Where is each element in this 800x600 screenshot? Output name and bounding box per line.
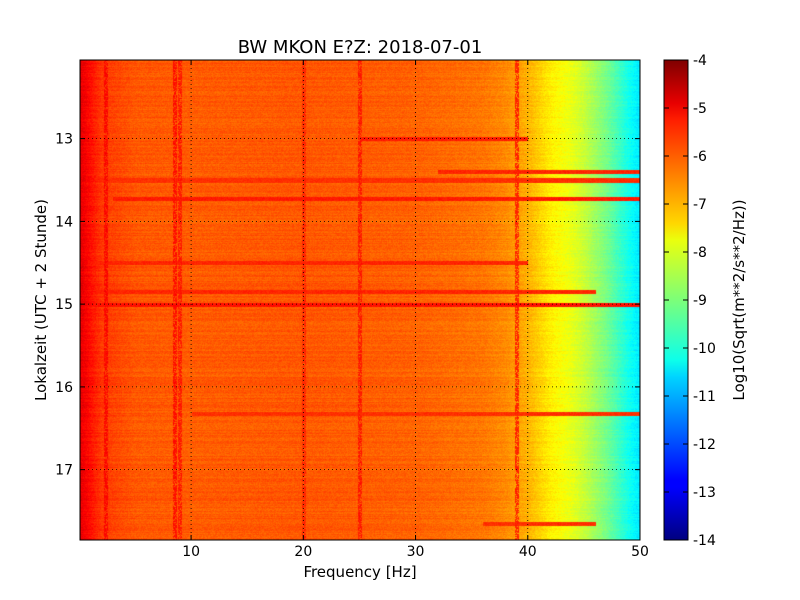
x-tick-label: 20 [294, 544, 312, 560]
colorbar-label: Log10(Sqrt(m**2/s**2/Hz)) [730, 199, 748, 400]
colorbar-tick-label: -6 [693, 149, 707, 165]
y-axis-label: Lokalzeit (UTC + 2 Stunde) [32, 199, 50, 401]
colorbar-tick-label: -12 [693, 437, 716, 453]
colorbar-ticks: -4 -5 -6 -7 -8 -9 -10 -11 -12 -13 -14 [664, 53, 716, 549]
colorbar-tick-label: -14 [693, 533, 716, 549]
y-tick-label: 13 [55, 132, 73, 148]
colorbar-tick-label: -5 [693, 101, 707, 117]
y-tick-label: 16 [55, 380, 73, 396]
y-tick-label: 14 [55, 214, 73, 230]
x-tick-label: 40 [519, 544, 537, 560]
y-tick-label: 17 [55, 463, 73, 479]
grid-lines [80, 60, 640, 540]
x-axis-ticks: 10 20 30 40 50 [182, 60, 649, 560]
y-tick-label: 15 [55, 297, 73, 313]
y-axis-ticks: 13 14 15 16 17 [55, 132, 640, 479]
chart-title: BW MKON E?Z: 2018-07-01 [238, 37, 483, 58]
x-tick-label: 30 [407, 544, 425, 560]
colorbar-tick-label: -11 [693, 389, 716, 405]
x-tick-label: 10 [182, 544, 200, 560]
x-tick-label: 50 [631, 544, 649, 560]
colorbar-tick-label: -4 [693, 53, 707, 69]
spectrogram-heatmap [80, 60, 640, 540]
colorbar-tick-label: -8 [693, 245, 707, 261]
colorbar-tick-label: -10 [693, 341, 716, 357]
colorbar: -4 -5 -6 -7 -8 -9 -10 -11 -12 -13 -14 Log10(Sqrt(m… [663, 53, 748, 549]
heatmap-plot-area [80, 60, 640, 540]
colorbar-tick-label: -9 [693, 293, 707, 309]
colorbar-tick-label: -13 [693, 485, 716, 501]
x-axis-label: Frequency [Hz] [303, 563, 416, 581]
colorbar-tick-label: -7 [693, 197, 707, 213]
plot-frame [79, 59, 641, 541]
